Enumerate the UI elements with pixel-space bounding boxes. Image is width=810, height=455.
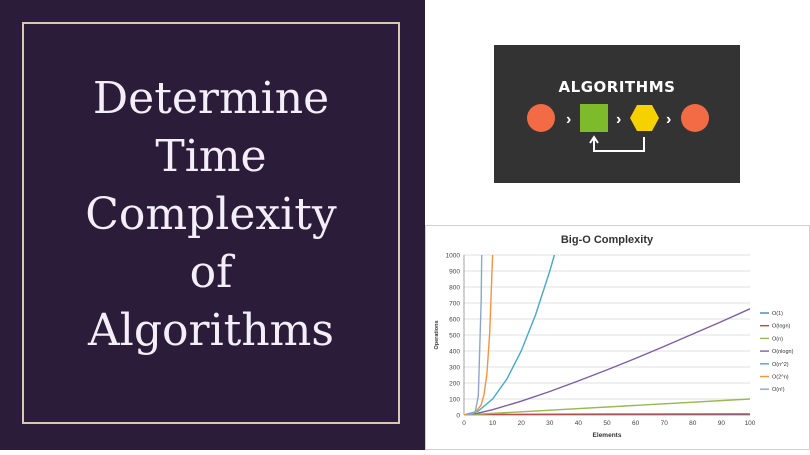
y-tick-label: 500 [449,333,460,340]
title-line: Time [155,131,267,182]
title-frame [22,22,400,424]
algorithms-card: ALGORITHMS › › › [494,45,740,183]
title-line: of [189,247,233,298]
start-circle-icon [527,104,555,132]
x-tick-label: 10 [489,420,497,427]
chart-svg: Big-O Complexity010020030040050060070080… [434,234,794,439]
series-line [464,254,556,415]
x-axis-label: Elements [593,432,622,439]
x-tick-label: 80 [689,420,697,427]
big-o-chart: Big-O Complexity 0 100 200 300 400 500 600 700 80… [425,225,810,450]
page-title: Determine Time Complexity of Algorithms [22,70,400,360]
x-tick-label: 60 [632,420,640,427]
y-tick-label: 1000 [446,253,461,260]
y-tick-label: 600 [449,317,460,324]
x-tick-label: 50 [603,420,611,427]
loop-arrowhead-icon [589,135,599,144]
title-panel: Determine Time Complexity of Algorithms [0,0,425,450]
y-tick-label: 200 [449,381,460,388]
legend-label: O(nlogn) [772,349,794,355]
process-square-icon [580,104,608,132]
decision-hexagon-icon [630,105,659,131]
title-line: Determine [92,73,330,124]
flow-diagram: › › › [527,104,709,152]
series-line [466,254,483,415]
series-line [466,308,750,415]
arrow-right-icon: › [616,111,621,128]
end-circle-icon [681,104,709,132]
title-line: Complexity [85,189,337,240]
y-tick-label: 800 [449,285,460,292]
chart-title: Big-O Complexity [561,234,654,246]
y-axis-label: Operations [434,320,440,349]
x-tick-label: 20 [518,420,526,427]
legend-label: O(n) [772,336,783,342]
algorithms-label: ALGORITHMS [558,78,676,96]
legend-label: O(n!) [772,387,785,393]
y-tick-label: 700 [449,301,460,308]
y-tick-label: 300 [449,365,460,372]
arrow-right-icon: › [666,111,671,128]
legend-label: O(n^2) [772,362,789,368]
legend-label: O(1) [772,311,783,317]
title-line: Algorithms [88,305,334,356]
legend-label: O(2^n) [772,375,789,381]
arrow-right-icon: › [566,111,571,128]
x-tick-label: 40 [575,420,583,427]
x-tick-label: 100 [745,420,756,427]
y-tick-label: 400 [449,349,460,356]
x-tick-label: 30 [546,420,554,427]
y-tick-label: 900 [449,269,460,276]
y-tick-label: 100 [449,397,460,404]
series-line [464,398,750,415]
y-tick-label: 0 [456,413,460,420]
x-tick-label: 0 [462,420,466,427]
legend-label: O(logn) [772,324,791,330]
x-tick-label: 90 [718,420,726,427]
loop-arrow-icon [593,137,645,152]
x-tick-label: 70 [661,420,669,427]
